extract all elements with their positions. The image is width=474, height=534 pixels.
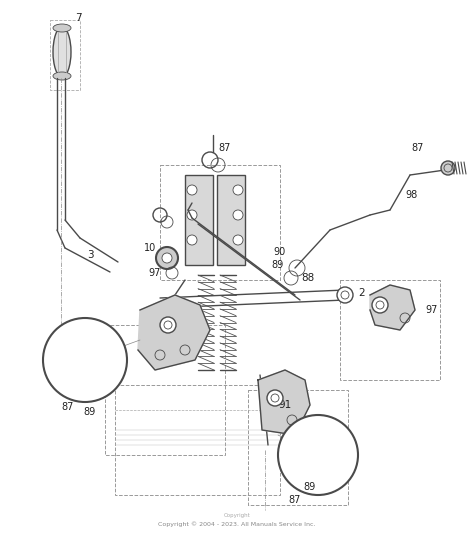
Bar	[160, 165, 280, 280]
Text: 3: 3	[87, 250, 93, 260]
Circle shape	[267, 390, 283, 406]
Bar	[248, 390, 348, 505]
Circle shape	[187, 235, 197, 245]
Bar	[105, 325, 225, 455]
Circle shape	[162, 253, 172, 263]
Text: 87: 87	[412, 143, 424, 153]
Text: 97: 97	[426, 305, 438, 315]
Circle shape	[324, 455, 336, 467]
Text: 98: 98	[406, 190, 418, 200]
Bar	[115, 385, 280, 495]
Text: 87: 87	[219, 143, 231, 153]
Bar	[340, 280, 440, 380]
Text: Copyright: Copyright	[224, 514, 250, 519]
Text: 87: 87	[289, 495, 301, 505]
Text: 10: 10	[144, 243, 156, 253]
Circle shape	[160, 317, 176, 333]
Circle shape	[278, 415, 358, 495]
Polygon shape	[138, 295, 210, 370]
Circle shape	[441, 161, 455, 175]
Circle shape	[372, 297, 388, 313]
Circle shape	[337, 287, 353, 303]
Circle shape	[69, 350, 85, 366]
Bar	[217, 175, 245, 265]
Polygon shape	[370, 285, 415, 330]
Text: 89: 89	[84, 407, 96, 417]
Text: 91: 91	[278, 400, 292, 410]
Text: 2: 2	[359, 288, 365, 298]
Circle shape	[233, 210, 243, 220]
Text: 7: 7	[75, 13, 82, 23]
Text: 88: 88	[301, 273, 315, 283]
Text: 90: 90	[274, 247, 286, 257]
Ellipse shape	[53, 24, 71, 32]
Text: 87: 87	[62, 402, 74, 412]
Ellipse shape	[53, 72, 71, 80]
Bar	[185, 175, 213, 265]
Text: 89: 89	[304, 482, 316, 492]
Circle shape	[156, 247, 178, 269]
Circle shape	[187, 185, 197, 195]
Circle shape	[233, 235, 243, 245]
Bar	[50, 20, 80, 90]
Polygon shape	[258, 370, 310, 435]
Text: 89: 89	[272, 260, 284, 270]
Circle shape	[233, 185, 243, 195]
Ellipse shape	[53, 27, 71, 77]
Text: Copyright © 2004 - 2023. All Manuals Service Inc.: Copyright © 2004 - 2023. All Manuals Ser…	[158, 521, 316, 527]
Circle shape	[91, 360, 103, 372]
Circle shape	[300, 444, 316, 460]
Circle shape	[187, 210, 197, 220]
Text: 97: 97	[149, 268, 161, 278]
Circle shape	[43, 318, 127, 402]
